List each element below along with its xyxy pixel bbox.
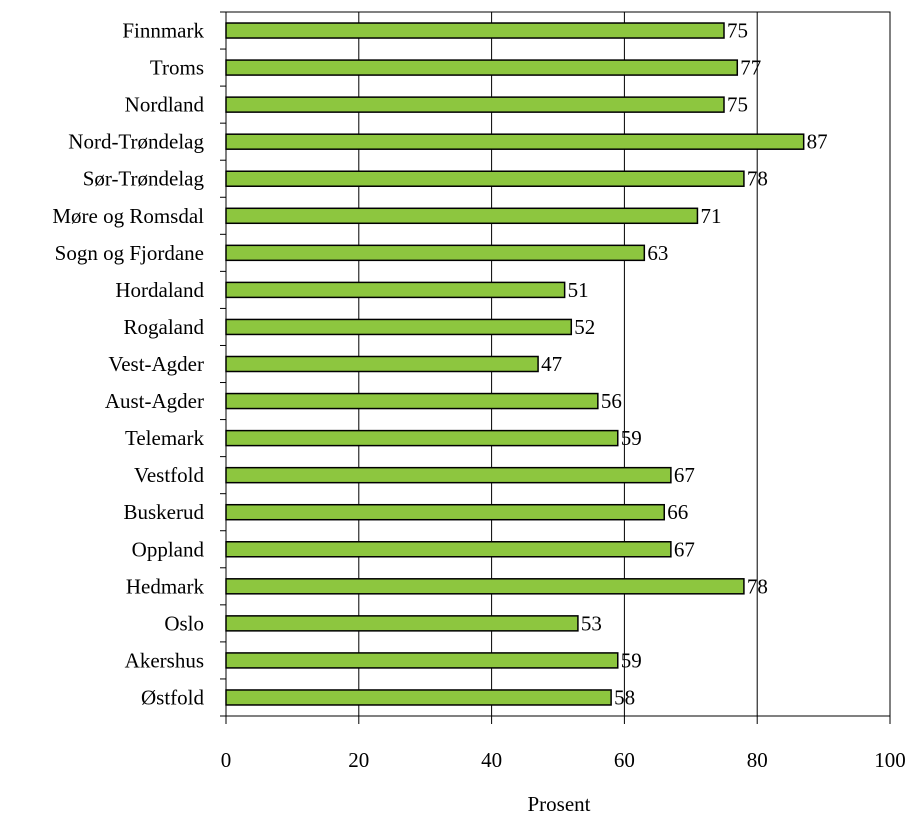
data-label: 77 — [740, 56, 761, 80]
category-label: Oppland — [132, 537, 205, 561]
data-label: 66 — [667, 500, 688, 524]
category-label: Hordaland — [115, 278, 204, 302]
data-label: 78 — [747, 167, 768, 191]
category-label: Vestfold — [134, 463, 204, 487]
bar — [225, 170, 745, 187]
bar — [225, 244, 646, 262]
category-label: Sør-Trøndelag — [83, 167, 205, 191]
data-label: 87 — [807, 130, 828, 154]
category-labels: Finnmark Troms Nordland Nord-Trøndelag Sør-T… — [52, 19, 204, 710]
x-tick-label: 60 — [614, 748, 635, 772]
category-label: Oslo — [164, 611, 204, 635]
bar — [225, 133, 805, 150]
bar — [225, 541, 672, 558]
bar — [225, 318, 573, 336]
bar — [225, 652, 619, 669]
data-label: 52 — [574, 315, 595, 339]
bar — [225, 503, 665, 521]
data-label: 71 — [700, 204, 721, 228]
bar — [225, 466, 672, 484]
x-tick-label: 20 — [348, 748, 369, 772]
data-label: 47 — [541, 352, 562, 376]
bar — [225, 207, 699, 225]
data-label: 67 — [674, 537, 695, 561]
category-label: Østfold — [141, 685, 205, 709]
bar — [225, 429, 619, 447]
category-label: Vest-Agder — [108, 352, 204, 376]
category-label: Finnmark — [122, 19, 204, 43]
data-label: 59 — [621, 648, 642, 672]
category-label: Møre og Romsdal — [52, 204, 204, 228]
data-label: 56 — [601, 389, 622, 413]
bar — [225, 59, 739, 76]
category-label: Nord-Trøndelag — [68, 130, 204, 154]
data-labels: 75 77 75 87 78 71 63 51 52 47 56 59 67 66 67 78 53 59 58 — [541, 19, 828, 710]
bar — [225, 355, 539, 373]
category-label: Nordland — [125, 93, 205, 117]
bar — [225, 22, 725, 39]
data-label: 53 — [581, 611, 602, 635]
data-label: 75 — [727, 19, 748, 43]
category-label: Sogn og Fjordane — [55, 241, 204, 265]
bar — [225, 392, 599, 410]
bar — [225, 281, 566, 299]
category-label: Aust-Agder — [105, 389, 204, 413]
bar — [225, 96, 725, 113]
bar — [225, 615, 579, 632]
x-tick-label: 80 — [747, 748, 768, 772]
bar — [225, 578, 745, 595]
gridlines — [220, 11, 891, 724]
data-label: 51 — [568, 278, 589, 302]
x-tick-label: 0 — [221, 748, 232, 772]
bar — [225, 689, 612, 706]
data-label: 63 — [647, 241, 668, 265]
x-axis-title: Prosent — [528, 792, 591, 816]
category-label: Troms — [150, 56, 204, 80]
bars — [225, 22, 805, 706]
category-label: Telemark — [125, 426, 204, 450]
category-label: Rogaland — [124, 315, 205, 339]
x-tick-labels: 0 20 40 60 80 100 — [221, 748, 906, 772]
category-label: Buskerud — [124, 500, 205, 524]
x-tick-label: 100 — [874, 748, 906, 772]
category-label: Akershus — [125, 648, 204, 672]
data-label: 67 — [674, 463, 695, 487]
data-label: 75 — [727, 93, 748, 117]
data-label: 59 — [621, 426, 642, 450]
data-label: 78 — [747, 574, 768, 598]
category-label: Hedmark — [126, 574, 205, 598]
data-label: 58 — [614, 685, 635, 709]
x-tick-label: 40 — [481, 748, 502, 772]
